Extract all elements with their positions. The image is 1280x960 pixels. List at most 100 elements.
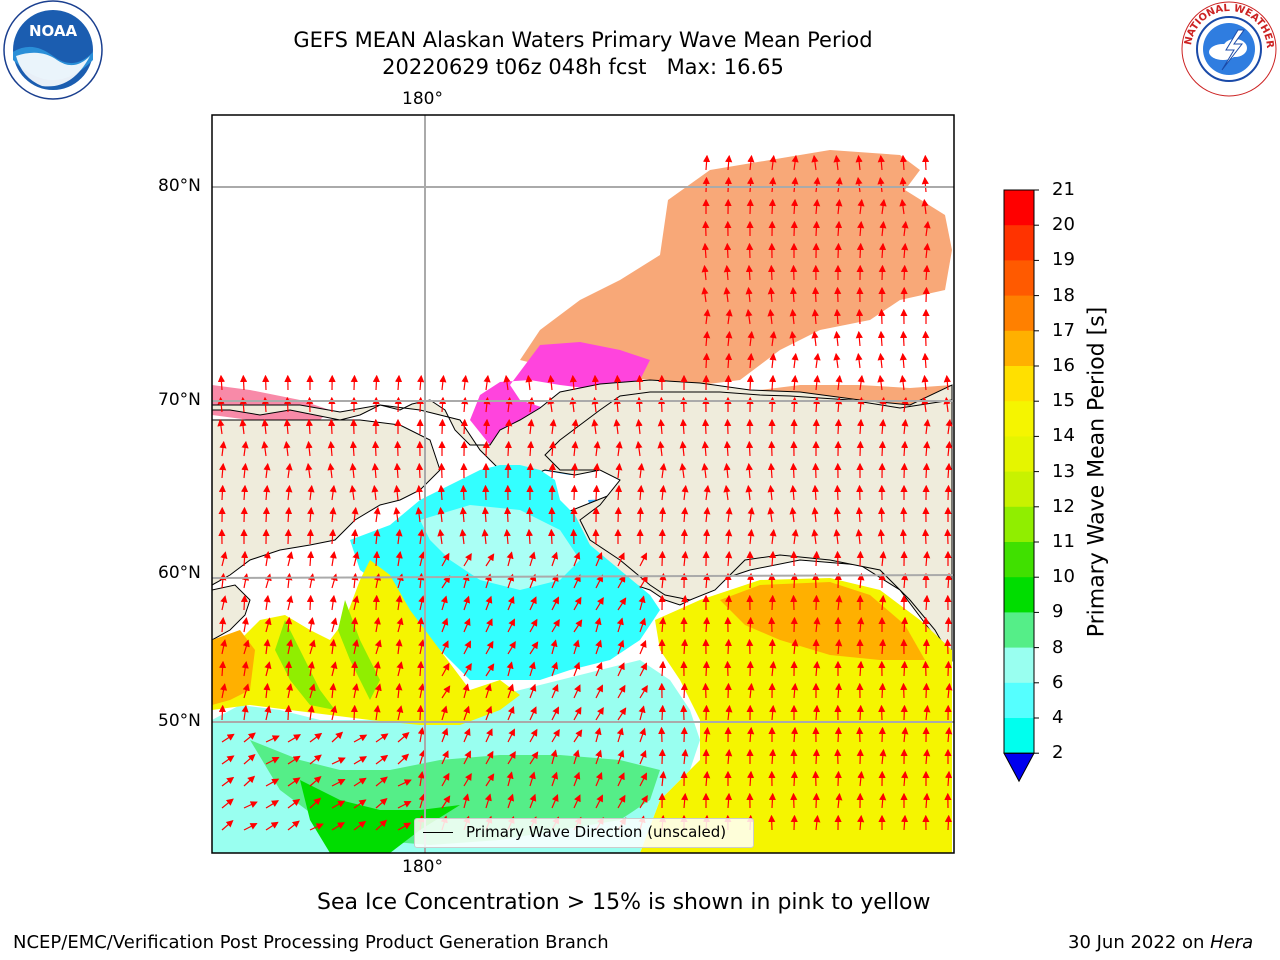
wave-direction-arrow — [573, 794, 581, 809]
wave-direction-arrow — [463, 552, 472, 567]
colorbar-tick-label: 4 — [1052, 707, 1064, 728]
wave-direction-arrow — [811, 154, 819, 171]
wave-direction-arrow — [261, 440, 269, 457]
wave-direction-arrow — [877, 154, 885, 171]
wave-direction-arrow — [264, 573, 272, 589]
wave-direction-arrow — [724, 660, 732, 677]
wave-direction-arrow — [617, 552, 625, 567]
wave-direction-arrow — [395, 528, 403, 545]
wave-direction-arrow — [681, 484, 689, 501]
wave-direction-arrow — [639, 639, 647, 655]
wave-direction-arrow — [899, 352, 907, 369]
wave-direction-arrow — [571, 418, 579, 435]
wave-direction-arrow — [833, 308, 842, 325]
wave-direction-arrow — [901, 220, 909, 237]
colorbar-segment — [1004, 260, 1034, 297]
wave-direction-arrow — [394, 440, 402, 457]
wave-direction-arrow — [221, 755, 235, 765]
wave-direction-arrow — [241, 617, 249, 633]
wave-direction-arrow — [507, 595, 515, 611]
wave-direction-arrow — [768, 374, 777, 391]
wave-direction-arrow — [681, 550, 689, 567]
wave-direction-arrow — [265, 757, 280, 765]
wave-direction-arrow — [747, 528, 755, 545]
wave-direction-arrow — [284, 528, 292, 545]
wave-direction-arrow — [485, 728, 493, 743]
wave-direction-arrow — [395, 682, 403, 699]
wave-direction-arrow — [308, 573, 316, 589]
wave-direction-arrow — [308, 683, 316, 699]
wave-direction-arrow — [637, 484, 645, 501]
wave-direction-arrow — [484, 683, 492, 699]
wave-direction-arrow — [658, 550, 666, 567]
wave-direction-arrow — [507, 683, 515, 699]
wave-direction-arrow — [441, 617, 449, 633]
wave-direction-arrow — [397, 732, 410, 743]
wave-direction-arrow — [878, 506, 886, 523]
colorbar-segment — [1004, 401, 1034, 437]
wave-direction-arrow — [639, 727, 647, 743]
wave-direction-arrow — [528, 771, 536, 787]
wave-direction-arrow — [331, 757, 346, 765]
wave-direction-arrow — [769, 528, 777, 545]
wave-direction-arrow — [922, 638, 930, 655]
wave-direction-arrow — [724, 418, 732, 435]
wave-direction-arrow — [811, 484, 820, 501]
wave-direction-arrow — [327, 440, 335, 457]
wave-direction-arrow — [945, 440, 953, 457]
wave-direction-arrow — [703, 770, 711, 787]
colorbar-segment — [1004, 647, 1034, 684]
wave-direction-arrow — [923, 220, 931, 237]
wave-direction-arrow — [769, 660, 777, 677]
wave-direction-arrow — [417, 771, 425, 787]
wave-direction-arrow — [879, 550, 887, 567]
wave-direction-arrow — [768, 550, 777, 567]
wave-direction-arrow — [350, 418, 358, 435]
wave-direction-arrow — [901, 418, 909, 435]
wave-direction-arrow — [724, 242, 732, 259]
wave-direction-arrow — [681, 792, 689, 809]
wave-direction-arrow — [438, 462, 446, 479]
wave-direction-arrow — [353, 756, 368, 765]
wave-direction-arrow — [529, 618, 538, 633]
wave-direction-arrow — [306, 528, 314, 545]
wave-direction-arrow — [680, 638, 689, 655]
wave-direction-arrow — [460, 484, 468, 501]
lon-label-bottom: 180° — [402, 857, 443, 877]
wave-direction-arrow — [285, 484, 293, 501]
wave-direction-arrow — [833, 154, 841, 171]
wave-direction-arrow — [573, 661, 581, 677]
wave-direction-arrow — [900, 814, 909, 831]
wave-direction-arrow — [703, 330, 711, 347]
wave-direction-arrow — [463, 705, 471, 721]
wave-direction-arrow — [462, 793, 470, 809]
wave-direction-arrow — [813, 814, 821, 831]
map-legend: Primary Wave Direction (unscaled) — [414, 818, 754, 848]
wave-direction-arrow — [218, 484, 226, 501]
wave-direction-arrow — [374, 683, 382, 699]
wave-direction-arrow — [923, 550, 931, 567]
wave-direction-arrow — [747, 682, 755, 699]
wave-direction-arrow — [857, 770, 865, 787]
wave-direction-arrow — [922, 528, 930, 545]
wave-direction-arrow — [945, 682, 953, 699]
wave-direction-arrow — [463, 595, 471, 611]
wave-direction-arrow — [900, 660, 908, 677]
wave-direction-arrow — [526, 506, 534, 523]
wave-direction-arrow — [373, 661, 381, 677]
wave-direction-arrow — [286, 595, 294, 611]
wave-direction-arrow — [571, 440, 579, 457]
wave-direction-arrow — [418, 551, 426, 567]
wave-direction-arrow — [833, 528, 841, 545]
wave-direction-arrow — [701, 462, 709, 479]
wave-direction-arrow — [373, 704, 381, 721]
wave-direction-arrow — [264, 661, 272, 677]
wave-direction-arrow — [790, 264, 798, 281]
wave-direction-arrow — [307, 506, 315, 523]
wave-direction-arrow — [595, 794, 603, 809]
wave-direction-arrow — [265, 735, 280, 743]
wave-direction-arrow — [725, 528, 733, 545]
wave-direction-arrow — [900, 264, 908, 281]
wave-direction-arrow — [834, 418, 842, 435]
wave-direction-arrow — [305, 440, 313, 457]
